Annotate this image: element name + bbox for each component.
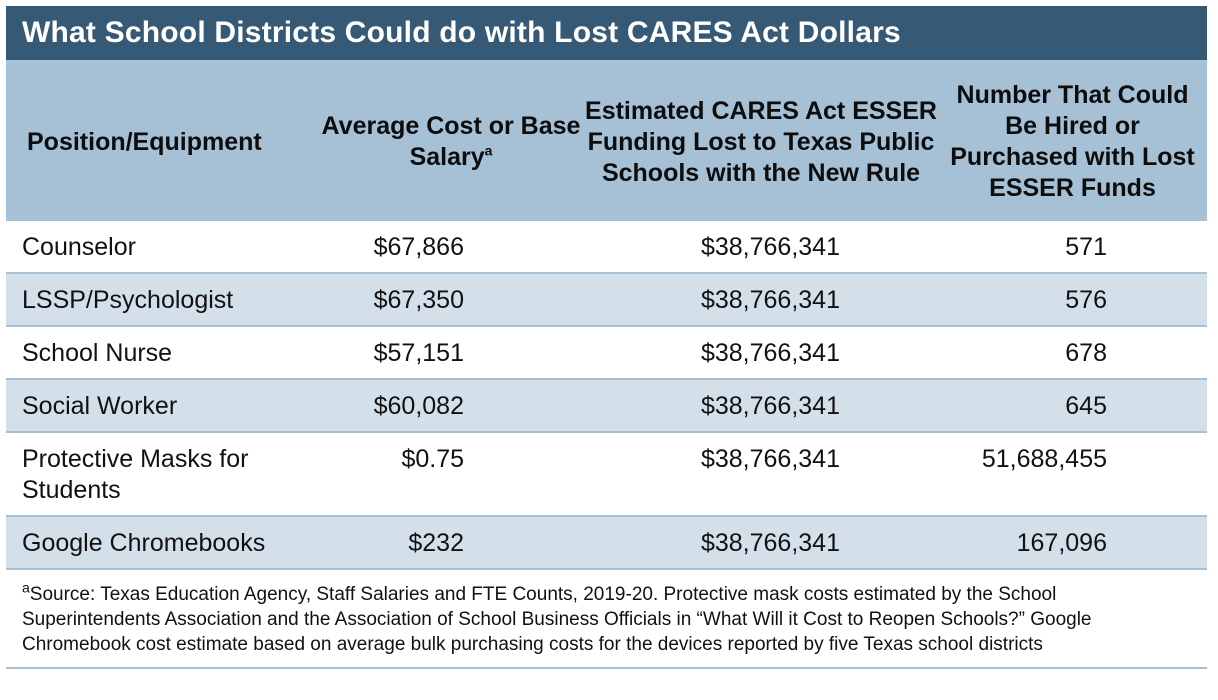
cell-funding-lost: $38,766,341 [584,379,938,433]
table-row: Counselor $67,866 $38,766,341 571 [6,221,1207,274]
cell-position: Protective Masks for Students [6,432,318,517]
cell-number-hired: 571 [938,221,1207,274]
cell-funding-lost: $38,766,341 [584,432,938,517]
cell-funding-lost: $38,766,341 [584,273,938,327]
table-row: Social Worker $60,082 $38,766,341 645 [6,379,1207,433]
cell-position: Google Chromebooks [6,516,318,570]
cell-funding-lost: $38,766,341 [584,326,938,380]
title-bar: What School Districts Could do with Lost… [6,6,1207,63]
cell-position: Counselor [6,221,318,274]
cell-funding-lost: $38,766,341 [584,516,938,570]
cell-average-cost: $60,082 [318,379,584,433]
footnote-marker: a [22,579,30,596]
header-funding-lost: Estimated CARES Act ESSER Funding Lost t… [584,63,938,221]
table-row: LSSP/Psychologist $67,350 $38,766,341 57… [6,273,1207,327]
table-row: Google Chromebooks $232 $38,766,341 167,… [6,516,1207,570]
table-row: School Nurse $57,151 $38,766,341 678 [6,326,1207,380]
footnote-marker: a [484,142,493,159]
footnote-text: Source: Texas Education Agency, Staff Sa… [22,584,1092,655]
data-table: Position/Equipment Average Cost or Base … [6,63,1207,570]
cell-position: School Nurse [6,326,318,380]
cell-position: LSSP/Psychologist [6,273,318,327]
cell-average-cost: $67,350 [318,273,584,327]
cell-average-cost: $0.75 [318,432,584,517]
header-row: Position/Equipment Average Cost or Base … [6,63,1207,221]
source-footnote: aSource: Texas Education Agency, Staff S… [6,570,1207,669]
cell-average-cost: $67,866 [318,221,584,274]
table-title: What School Districts Could do with Lost… [22,16,901,49]
cell-number-hired: 167,096 [938,516,1207,570]
cell-funding-lost: $38,766,341 [584,221,938,274]
cell-number-hired: 678 [938,326,1207,380]
cell-number-hired: 645 [938,379,1207,433]
header-position: Position/Equipment [6,63,318,221]
table-row: Protective Masks for Students $0.75 $38,… [6,432,1207,517]
header-number-hired: Number That Could Be Hired or Purchased … [938,63,1207,221]
cell-average-cost: $57,151 [318,326,584,380]
header-average-cost: Average Cost or Base Salarya [318,63,584,221]
cell-number-hired: 51,688,455 [938,432,1207,517]
table-figure: What School Districts Could do with Lost… [6,6,1207,669]
cell-number-hired: 576 [938,273,1207,327]
cell-position: Social Worker [6,379,318,433]
cell-average-cost: $232 [318,516,584,570]
